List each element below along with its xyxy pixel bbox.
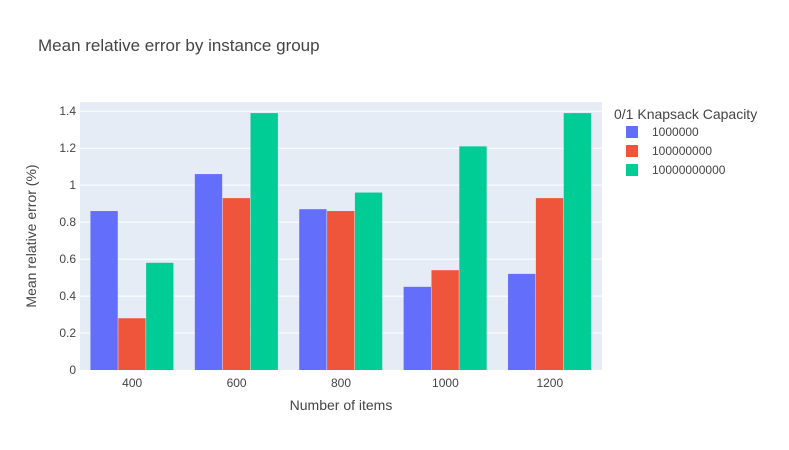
y-tick-label: 0	[69, 363, 76, 377]
x-axis-label: Number of items	[290, 397, 393, 413]
y-axis-label: Mean relative error (%)	[23, 164, 39, 307]
bar-1000000-1200	[508, 273, 536, 370]
bar-1000000-600	[194, 174, 223, 370]
x-tick-label: 800	[331, 376, 351, 390]
legend-swatch	[626, 164, 638, 176]
bar-10000000000-600	[250, 113, 278, 370]
y-axis-ticks: 0 0.2 0.4 0.6 0.8 1 1.2 1.4	[59, 104, 76, 377]
y-tick-label: 1	[69, 178, 76, 192]
bar-10000000000-1200	[563, 113, 592, 370]
y-tick-label: 0.6	[59, 252, 76, 266]
y-tick-label: 0.2	[59, 326, 76, 340]
bar-10000000000-400	[146, 262, 174, 370]
legend-title: 0/1 Knapsack Capacity	[614, 106, 757, 122]
legend-item-label: 10000000000	[652, 163, 726, 177]
y-tick-label: 1.2	[59, 141, 76, 155]
legend-swatch	[626, 145, 638, 157]
bar-1000000-1000	[403, 286, 431, 370]
legend-swatch	[626, 126, 638, 138]
bar-1000000-800	[299, 209, 327, 370]
x-tick-label: 1200	[536, 376, 563, 390]
bar-1000000-400	[90, 211, 118, 370]
x-tick-label: 600	[227, 376, 247, 390]
x-axis-ticks: 400 600 800 1000 1200	[122, 376, 563, 390]
bars	[90, 113, 592, 370]
bar-100000000-800	[327, 211, 355, 370]
y-tick-label: 0.8	[59, 215, 76, 229]
legend: 0/1 Knapsack Capacity 1000000 100000000 10…	[614, 106, 757, 177]
bar-100000000-400	[118, 318, 146, 370]
bar-10000000000-800	[354, 192, 383, 370]
legend-item-label: 1000000	[652, 125, 699, 139]
y-tick-label: 1.4	[59, 104, 76, 118]
y-tick-label: 0.4	[59, 289, 76, 303]
bar-100000000-1000	[431, 270, 459, 370]
chart-title: Mean relative error by instance group	[38, 36, 320, 55]
legend-item-label: 100000000	[652, 144, 712, 158]
bar-10000000000-1000	[459, 146, 487, 370]
x-tick-label: 400	[122, 376, 142, 390]
x-tick-label: 1000	[432, 376, 459, 390]
bar-100000000-1200	[535, 198, 564, 370]
bar-100000000-600	[222, 198, 251, 370]
